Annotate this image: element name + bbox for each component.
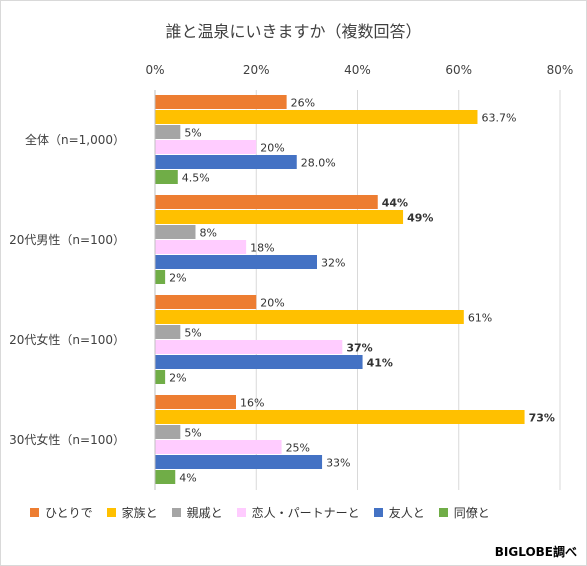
- x-tick-label: 40%: [344, 63, 371, 77]
- data-label: 2%: [169, 272, 186, 285]
- data-label: 44%: [382, 197, 408, 210]
- data-label: 16%: [240, 397, 264, 410]
- data-label: 2%: [169, 372, 186, 385]
- data-label: 61%: [468, 312, 492, 325]
- legend-item: 恋人・パートナーと: [236, 504, 360, 521]
- data-label: 73%: [529, 412, 555, 425]
- data-label: 5%: [184, 127, 201, 140]
- bar: [155, 355, 363, 369]
- bar: [155, 455, 323, 469]
- bar: [155, 425, 181, 439]
- bar: [155, 410, 525, 424]
- legend-swatch: [106, 508, 116, 517]
- bar: [155, 325, 181, 339]
- x-tick-label: 80%: [547, 63, 574, 77]
- bar: [155, 240, 247, 254]
- data-label: 4%: [179, 472, 196, 485]
- category-label: 30代女性（n=100）: [9, 432, 125, 447]
- bar: [155, 210, 404, 224]
- bar: [155, 340, 343, 354]
- data-label: 5%: [184, 427, 201, 440]
- bar: [155, 270, 166, 284]
- data-label: 20%: [260, 297, 284, 310]
- legend-item: 同僚と: [438, 504, 490, 521]
- legend-swatch: [236, 508, 246, 517]
- bar: [155, 470, 176, 484]
- bar: [155, 395, 236, 409]
- legend-swatch: [438, 508, 448, 517]
- bar: [155, 155, 297, 169]
- legend-label: 親戚と: [186, 506, 223, 520]
- legend-label: 友人と: [388, 506, 425, 520]
- bar: [155, 125, 181, 139]
- legend-item: 家族と: [106, 504, 158, 521]
- data-label: 26%: [291, 97, 315, 110]
- data-label: 33%: [326, 457, 350, 470]
- bar: [155, 110, 478, 124]
- x-tick-label: 20%: [243, 63, 270, 77]
- legend-item: 親戚と: [171, 504, 223, 521]
- category-label: 20代女性（n=100）: [9, 332, 125, 347]
- data-label: 37%: [346, 342, 372, 355]
- data-label: 49%: [407, 212, 433, 225]
- legend-item: ひとりで: [30, 504, 93, 521]
- bar: [155, 310, 464, 324]
- chart-title: 誰と温泉にいきますか（複数回答）: [165, 22, 422, 41]
- data-label: 32%: [321, 257, 345, 270]
- bar: [155, 295, 257, 309]
- legend-swatch: [171, 508, 181, 517]
- data-label: 4.5%: [182, 172, 210, 185]
- bar: [155, 225, 196, 239]
- data-label: 28.0%: [301, 157, 336, 170]
- legend-label: 同僚と: [453, 506, 490, 520]
- bar: [155, 255, 317, 269]
- x-tick-label: 60%: [445, 63, 472, 77]
- source-credit: BIGLOBE調べ: [494, 545, 577, 559]
- bar: [155, 440, 282, 454]
- data-label: 25%: [286, 442, 310, 455]
- bar: [155, 370, 166, 384]
- data-label: 20%: [260, 142, 284, 155]
- data-label: 8%: [200, 227, 217, 240]
- chart-legend: ひとりで 家族と 親戚と 恋人・パートナーと 友人と 同僚と: [30, 504, 490, 521]
- data-label: 18%: [250, 242, 274, 255]
- category-label: 全体（n=1,000）: [25, 132, 125, 147]
- category-label: 20代男性（n=100）: [9, 233, 125, 247]
- bar: [155, 140, 257, 154]
- legend-label: 家族と: [121, 506, 158, 520]
- data-label: 41%: [367, 357, 393, 370]
- bar: [155, 170, 178, 184]
- legend-item: 友人と: [373, 504, 425, 521]
- x-tick-label: 0%: [145, 63, 164, 77]
- data-label: 63.7%: [481, 112, 516, 125]
- legend-swatch: [30, 508, 39, 517]
- legend-label: 恋人・パートナーと: [251, 506, 360, 520]
- legend-label: ひとりで: [45, 506, 93, 520]
- bar: [155, 195, 378, 209]
- legend-swatch: [373, 508, 383, 517]
- data-label: 5%: [184, 327, 201, 340]
- bar: [155, 95, 287, 109]
